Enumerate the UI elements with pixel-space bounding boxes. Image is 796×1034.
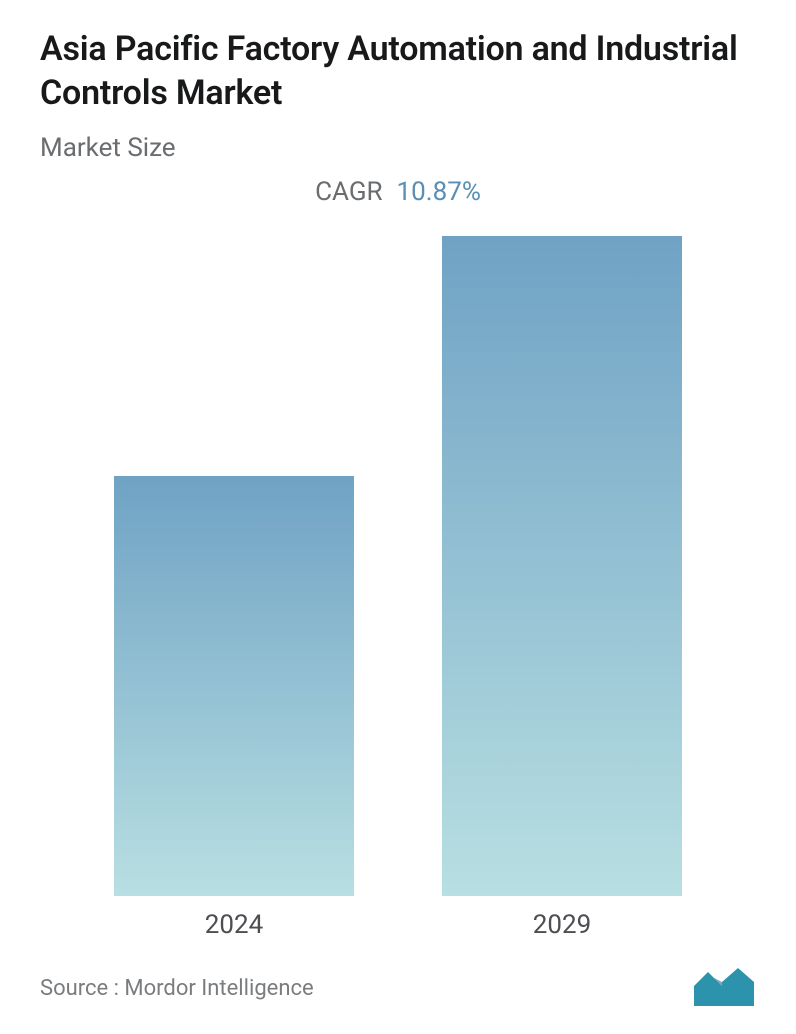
logo-shape-left bbox=[694, 972, 722, 1006]
bar-label-0: 2024 bbox=[205, 910, 263, 940]
chart-subtitle: Market Size bbox=[40, 133, 756, 163]
bar-group-0: 2024 bbox=[114, 476, 354, 940]
chart-plot-area: 2024 2029 bbox=[40, 227, 756, 940]
brand-logo-icon bbox=[692, 968, 756, 1008]
bar-label-1: 2029 bbox=[533, 910, 591, 940]
logo-shape-right bbox=[722, 968, 754, 1006]
cagr-label: CAGR bbox=[315, 177, 382, 207]
bar-0 bbox=[114, 476, 354, 896]
cagr-value: 10.87% bbox=[397, 177, 481, 207]
footer: Source : Mordor Intelligence bbox=[40, 968, 756, 1014]
chart-title: Asia Pacific Factory Automation and Indu… bbox=[40, 28, 756, 115]
cagr-row: CAGR 10.87% bbox=[40, 177, 756, 207]
bar-1 bbox=[442, 236, 682, 896]
chart-container: Asia Pacific Factory Automation and Indu… bbox=[0, 0, 796, 1034]
source-text: Source : Mordor Intelligence bbox=[40, 976, 314, 1001]
bar-group-1: 2029 bbox=[442, 236, 682, 940]
